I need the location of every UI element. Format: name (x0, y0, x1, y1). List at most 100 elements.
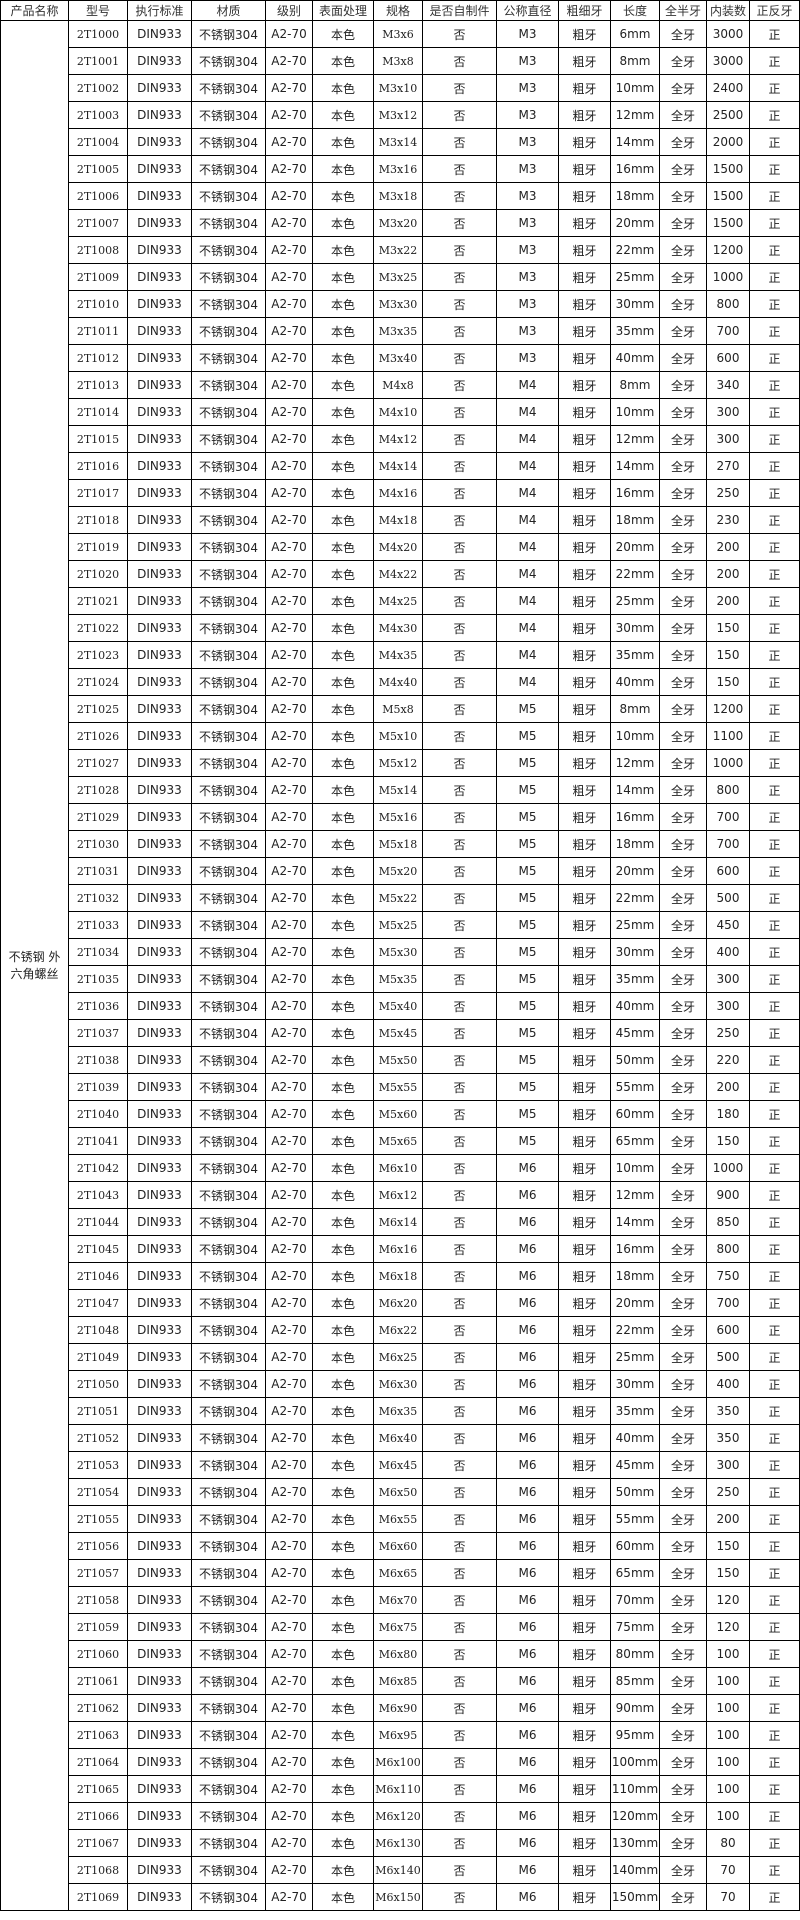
cell: 全牙 (659, 668, 707, 696)
cell: 粗牙 (558, 344, 611, 372)
cell: M4x14 (373, 452, 423, 480)
cell: 2T1029 (68, 803, 128, 831)
cell: 粗牙 (558, 371, 611, 399)
cell: 22mm (610, 236, 660, 264)
cell: 130mm (610, 1829, 660, 1857)
cell: A2-70 (265, 479, 313, 507)
cell: 10mm (610, 1154, 660, 1182)
cell: 粗牙 (558, 1775, 611, 1803)
cell: 全牙 (659, 182, 707, 210)
cell: 230 (706, 506, 750, 534)
table-row: 2T1011 DIN933 不锈钢304 A2-70 本色 M3x35 否 M3 粗牙 35mm 全… (1, 317, 800, 345)
cell: 粗牙 (558, 776, 611, 804)
table-row: 2T1010 DIN933 不锈钢304 A2-70 本色 M3x30 否 M3 粗牙 30mm 全… (1, 290, 800, 318)
cell: 不锈钢304 (191, 236, 266, 264)
cell: A2-70 (265, 1289, 313, 1317)
cell: 800 (706, 1235, 750, 1263)
cell: 全牙 (659, 317, 707, 345)
cell: 粗牙 (558, 1613, 611, 1641)
cell: 750 (706, 1262, 750, 1290)
cell: 700 (706, 803, 750, 831)
cell: 粗牙 (558, 695, 611, 723)
cell: 全牙 (659, 1640, 707, 1668)
cell: M5 (496, 803, 559, 831)
cell: 正 (749, 101, 800, 129)
cell: M4 (496, 479, 559, 507)
cell: 粗牙 (558, 263, 611, 291)
cell: 否 (422, 560, 497, 588)
cell: 粗牙 (558, 722, 611, 750)
cell: 300 (706, 992, 750, 1020)
cell: 否 (422, 1559, 497, 1587)
cell: 100 (706, 1694, 750, 1722)
cell: M5 (496, 1127, 559, 1155)
cell: 正 (749, 290, 800, 318)
table-row: 2T1062 DIN933 不锈钢304 A2-70 本色 M6x90 否 M6 粗牙 90mm 全… (1, 1694, 800, 1722)
cell: M6 (496, 1397, 559, 1425)
cell: DIN933 (127, 1424, 192, 1452)
cell: 全牙 (659, 1046, 707, 1074)
cell: M3x40 (373, 344, 423, 372)
cell: M6x90 (373, 1694, 423, 1722)
cell: 正 (749, 722, 800, 750)
cell: 2T1021 (68, 587, 128, 615)
cell: 不锈钢304 (191, 74, 266, 102)
cell: 否 (422, 74, 497, 102)
cell: DIN933 (127, 1370, 192, 1398)
cell: M3 (496, 74, 559, 102)
cell: 否 (422, 479, 497, 507)
cell: 全牙 (659, 1775, 707, 1803)
table-row: 2T1005 DIN933 不锈钢304 A2-70 本色 M3x16 否 M3 粗牙 16mm 全… (1, 155, 800, 183)
cell: M6 (496, 1424, 559, 1452)
cell: 粗牙 (558, 857, 611, 885)
cell: 全牙 (659, 1208, 707, 1236)
cell: 正 (749, 1154, 800, 1182)
cell: A2-70 (265, 722, 313, 750)
cell: DIN933 (127, 587, 192, 615)
cell: M6 (496, 1586, 559, 1614)
cell: 全牙 (659, 1073, 707, 1101)
cell: 否 (422, 425, 497, 453)
header-cell: 长度 (610, 0, 660, 21)
cell: 正 (749, 533, 800, 561)
cell: 粗牙 (558, 911, 611, 939)
cell: 55mm (610, 1505, 660, 1533)
cell: 正 (749, 1721, 800, 1749)
cell: 本色 (312, 1289, 374, 1317)
cell: 正 (749, 1262, 800, 1290)
cell: 不锈钢304 (191, 1667, 266, 1695)
table-row: 2T1025 DIN933 不锈钢304 A2-70 本色 M5x8 否 M5 粗牙 8mm 全牙 1… (1, 695, 800, 723)
cell: 35mm (610, 641, 660, 669)
cell: 不锈钢304 (191, 1775, 266, 1803)
cell: 90mm (610, 1694, 660, 1722)
cell: 正 (749, 1019, 800, 1047)
cell: A2-70 (265, 263, 313, 291)
cell: DIN933 (127, 344, 192, 372)
cell: M6 (496, 1694, 559, 1722)
cell: 2T1019 (68, 533, 128, 561)
header-cell: 材质 (191, 0, 266, 21)
cell: DIN933 (127, 1235, 192, 1263)
cell: 18mm (610, 182, 660, 210)
cell: 不锈钢304 (191, 1424, 266, 1452)
table-row: 2T1016 DIN933 不锈钢304 A2-70 本色 M4x14 否 M4 粗牙 14mm 全… (1, 452, 800, 480)
cell: 正 (749, 1802, 800, 1830)
cell: 不锈钢304 (191, 506, 266, 534)
cell: 2T1001 (68, 47, 128, 75)
table-row: 2T1042 DIN933 不锈钢304 A2-70 本色 M6x10 否 M6 粗牙 10mm 全… (1, 1154, 800, 1182)
cell: 150 (706, 668, 750, 696)
cell: DIN933 (127, 182, 192, 210)
cell: 500 (706, 1343, 750, 1371)
cell: 粗牙 (558, 1721, 611, 1749)
table-row: 2T1032 DIN933 不锈钢304 A2-70 本色 M5x22 否 M5 粗牙 22mm 全… (1, 884, 800, 912)
cell: M5 (496, 938, 559, 966)
cell: 14mm (610, 128, 660, 156)
cell: 正 (749, 1397, 800, 1425)
cell: A2-70 (265, 1748, 313, 1776)
cell: 全牙 (659, 1586, 707, 1614)
cell: A2-70 (265, 938, 313, 966)
cell: 2T1004 (68, 128, 128, 156)
cell: 不锈钢304 (191, 317, 266, 345)
cell: M6x40 (373, 1424, 423, 1452)
cell: 本色 (312, 155, 374, 183)
